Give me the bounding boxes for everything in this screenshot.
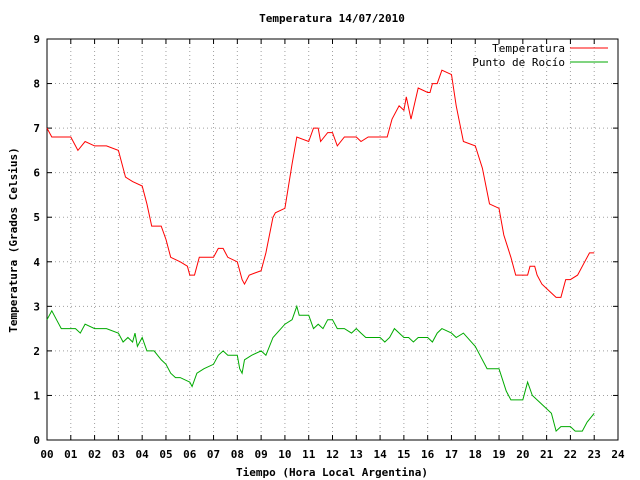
x-tick-label: 18 bbox=[469, 448, 482, 461]
x-tick-label: 05 bbox=[159, 448, 172, 461]
x-tick-label: 17 bbox=[445, 448, 458, 461]
plot-frame bbox=[46, 38, 619, 441]
legend: Temperatura Punto de Rocío bbox=[472, 42, 608, 69]
x-tick-label: 15 bbox=[397, 448, 410, 461]
x-tick-label: 04 bbox=[136, 448, 150, 461]
x-tick-label: 12 bbox=[326, 448, 339, 461]
x-tick-label: 03 bbox=[112, 448, 125, 461]
x-axis-label: Tiempo (Hora Local Argentina) bbox=[236, 466, 428, 479]
x-tick-label: 24 bbox=[611, 448, 625, 461]
y-tick-label: 0 bbox=[33, 434, 40, 447]
x-tick-label: 07 bbox=[207, 448, 220, 461]
y-tick-label: 7 bbox=[33, 122, 40, 135]
series-line-temperatura bbox=[46, 69, 595, 298]
grid-lines bbox=[47, 39, 618, 440]
y-tick-label: 2 bbox=[33, 345, 40, 358]
tick-marks bbox=[46, 38, 619, 441]
y-tick-label: 8 bbox=[33, 78, 40, 91]
x-tick-label: 09 bbox=[255, 448, 268, 461]
chart-title: Temperatura 14/07/2010 bbox=[259, 12, 405, 25]
x-tick-label: 08 bbox=[231, 448, 244, 461]
x-tick-label: 00 bbox=[40, 448, 53, 461]
legend-label-temperatura: Temperatura bbox=[492, 42, 565, 55]
y-tick-label: 6 bbox=[33, 167, 40, 180]
y-tick-label: 4 bbox=[33, 256, 40, 269]
x-tick-label: 19 bbox=[492, 448, 505, 461]
y-tick-labels: 0 1 2 3 4 5 6 7 8 9 bbox=[33, 33, 40, 447]
x-tick-label: 16 bbox=[421, 448, 435, 461]
x-tick-label: 21 bbox=[540, 448, 554, 461]
x-tick-label: 06 bbox=[183, 448, 197, 461]
x-tick-label: 11 bbox=[302, 448, 316, 461]
y-axis-label: Temperatura (Grados Celsius) bbox=[7, 147, 20, 332]
y-tick-label: 3 bbox=[33, 300, 40, 313]
x-tick-label: 01 bbox=[64, 448, 78, 461]
x-tick-label: 22 bbox=[564, 448, 577, 461]
series-line-punto-de-rocio bbox=[46, 304, 595, 433]
x-tick-label: 14 bbox=[373, 448, 387, 461]
x-tick-label: 13 bbox=[350, 448, 363, 461]
series-lines bbox=[46, 69, 595, 433]
x-tick-label: 20 bbox=[516, 448, 529, 461]
y-tick-label: 5 bbox=[33, 211, 40, 224]
x-tick-labels: 00 01 02 03 04 05 06 07 08 09 10 11 12 13 14 15 16 17 18 19… bbox=[40, 448, 625, 461]
legend-label-punto-de-rocio: Punto de Rocío bbox=[472, 56, 565, 69]
y-tick-label: 9 bbox=[33, 33, 40, 46]
x-tick-label: 02 bbox=[88, 448, 101, 461]
x-tick-label: 23 bbox=[588, 448, 601, 461]
y-tick-label: 1 bbox=[33, 389, 40, 402]
x-tick-label: 10 bbox=[278, 448, 291, 461]
